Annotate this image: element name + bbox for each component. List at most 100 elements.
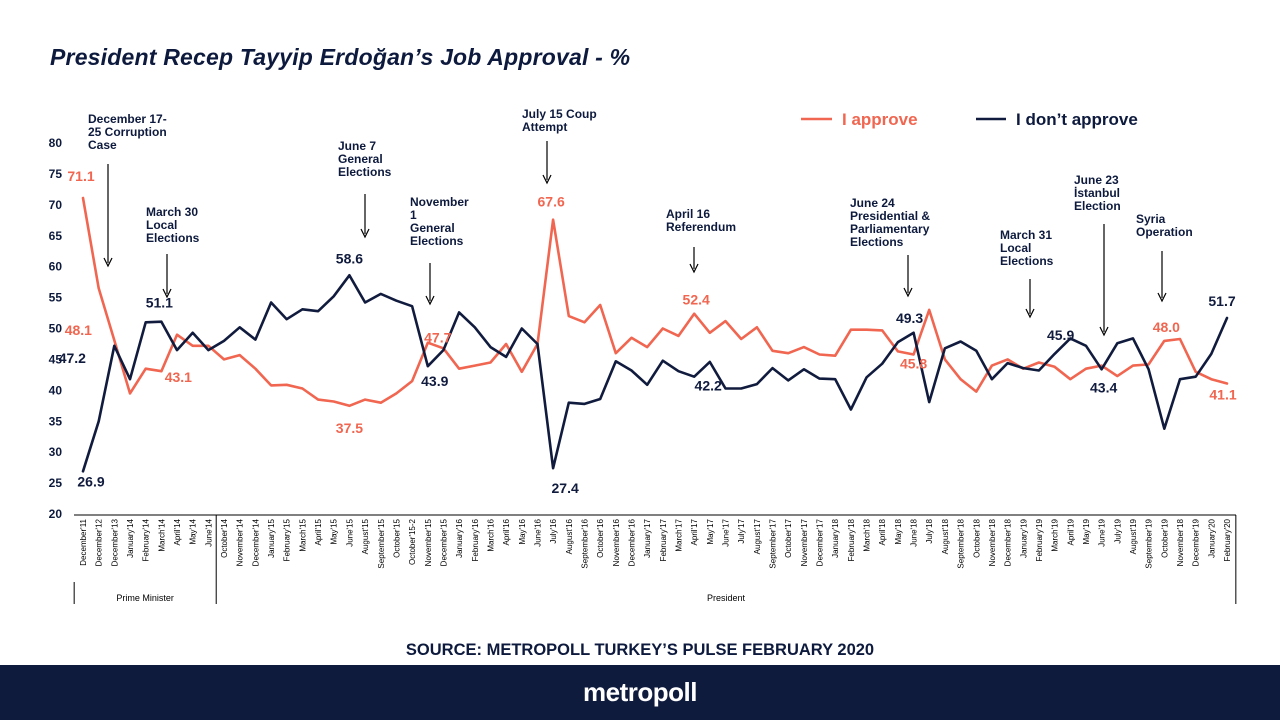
- x-tick-label: September'18: [957, 518, 966, 568]
- event-annotation-text: Elections: [1000, 254, 1054, 268]
- series-lines: [81, 196, 1229, 473]
- approve-data-label: 48.1: [65, 322, 92, 338]
- group-label: President: [707, 593, 746, 603]
- disapprove-data-label: 43.9: [421, 373, 448, 389]
- source-note: SOURCE: METROPOLL TURKEY’S PULSE FEBRUAR…: [405, 641, 875, 659]
- x-tick-label: January'15: [267, 518, 276, 557]
- annotation-arrow-head: [1157, 292, 1167, 303]
- disapprove-data-label: 47.2: [59, 350, 86, 366]
- legend-entry: I approve: [842, 110, 918, 129]
- disapprove-data-label: 45.9: [1047, 327, 1074, 343]
- event-annotation-text: March 30: [146, 205, 198, 219]
- x-tick-label: March'16: [486, 518, 495, 551]
- event-annotation-text: Local: [146, 218, 177, 232]
- x-tick-label: April'17: [690, 518, 699, 545]
- x-tick-label: September'16: [580, 518, 589, 568]
- annotation-arrow-head: [1025, 308, 1035, 319]
- x-tick-label: December'11: [79, 518, 88, 565]
- event-annotation-text: Syria: [1136, 212, 1166, 226]
- x-tick-label: January'18: [831, 518, 840, 557]
- x-tick-label: March'14: [157, 518, 166, 551]
- x-tick-label: May'19: [1082, 518, 1091, 544]
- y-tick-label: 50: [49, 322, 63, 336]
- x-tick-label: June'18: [910, 518, 919, 546]
- annotation-arrow-head: [425, 295, 435, 306]
- x-tick-label: October'16: [596, 518, 605, 557]
- disapprove-series-line: [81, 273, 1229, 473]
- disapprove-data-label: 26.9: [77, 473, 104, 489]
- x-tick-label: February'20: [1223, 518, 1232, 561]
- annotation-arrow-head: [1099, 326, 1109, 337]
- x-tick-label: April'15: [314, 518, 323, 545]
- annotation-arrow-head: [689, 263, 699, 274]
- event-annotation-text: November: [410, 195, 469, 209]
- approve-series-line: [81, 196, 1229, 408]
- x-tick-label: December'16: [627, 518, 636, 566]
- x-tick-label: August'17: [753, 518, 762, 554]
- x-tick-label: February'18: [847, 518, 856, 561]
- x-tick-label: June'15: [345, 518, 354, 546]
- approve-data-label: 45.8: [900, 355, 927, 371]
- annotation-arrow-head: [162, 288, 172, 299]
- event-annotation-text: Presidential &: [850, 209, 930, 223]
- x-tick-label: February'14: [142, 518, 151, 561]
- x-tick-label: March'17: [675, 518, 684, 551]
- x-tick-label: September'15: [377, 518, 386, 568]
- y-tick-label: 25: [49, 476, 63, 490]
- chart-legend: I approve I don’t approve: [801, 110, 1138, 129]
- event-annotation-text: Elections: [146, 231, 200, 245]
- event-annotation-text: 25 Corruption: [88, 125, 167, 139]
- approve-data-label: 52.4: [683, 292, 710, 308]
- metropoll-logo: metropoll: [583, 677, 697, 707]
- event-annotation-text: Elections: [410, 234, 464, 248]
- event-annotation-text: Elections: [338, 165, 392, 179]
- x-tick-label: October'17: [784, 518, 793, 557]
- x-tick-label: July'18: [925, 518, 934, 543]
- x-tick-label: February'17: [659, 518, 668, 561]
- x-tick-label: May'14: [189, 518, 198, 544]
- annotation-arrow-head: [360, 228, 370, 239]
- x-tick-label: May'17: [706, 518, 715, 544]
- x-tick-label: April'14: [173, 518, 182, 545]
- approve-data-label: 71.1: [67, 168, 94, 184]
- x-tick-label: October'15-2: [408, 518, 417, 565]
- annotation-arrow-head: [542, 174, 552, 185]
- footer-bar: metropoll: [0, 665, 1280, 720]
- x-tick-label: August'16: [565, 518, 574, 554]
- x-tick-label: May'16: [518, 518, 527, 544]
- disapprove-data-label: 42.2: [695, 378, 722, 394]
- x-tick-label: December'12: [95, 518, 104, 566]
- x-tick-label: July'19: [1113, 518, 1122, 543]
- disapprove-data-label: 49.3: [896, 310, 923, 326]
- x-tick-label: July'17: [737, 518, 746, 543]
- data-labels: 71.1 48.1 43.1 37.5 47.7 67.6 52.4 45.8 48.0 41.1…: [59, 168, 1237, 496]
- event-annotation-text: Election: [1074, 199, 1121, 213]
- x-tick-label: March'15: [298, 518, 307, 551]
- event-annotation-text: General: [338, 152, 383, 166]
- disapprove-data-label: 27.4: [552, 480, 579, 496]
- event-annotation-text: Referendum: [666, 220, 736, 234]
- x-tick-label: December'14: [251, 518, 260, 566]
- x-tick-label: October'19: [1160, 518, 1169, 557]
- x-tick-label: August'15: [361, 518, 370, 554]
- x-tick-label: December'13: [110, 518, 119, 566]
- event-annotation-text: İstanbul: [1074, 185, 1120, 200]
- y-tick-label: 70: [49, 198, 63, 212]
- x-tick-label: January'14: [126, 518, 135, 557]
- x-tick-label: January'19: [1019, 518, 1028, 557]
- event-annotation-text: June 24: [850, 196, 895, 210]
- x-tick-label: July'16: [549, 518, 558, 543]
- x-tick-label: November'17: [800, 518, 809, 566]
- annotation-arrow-head: [903, 287, 913, 298]
- event-annotation-text: Local: [1000, 241, 1031, 255]
- x-tick-label: August'18: [941, 518, 950, 554]
- x-tick-label: November'15: [424, 518, 433, 566]
- annotation-arrow-head: [103, 257, 113, 268]
- x-tick-label: February'15: [283, 518, 292, 561]
- event-annotation-text: Case: [88, 138, 117, 152]
- event-annotation-text: July 15 Coup: [522, 107, 597, 121]
